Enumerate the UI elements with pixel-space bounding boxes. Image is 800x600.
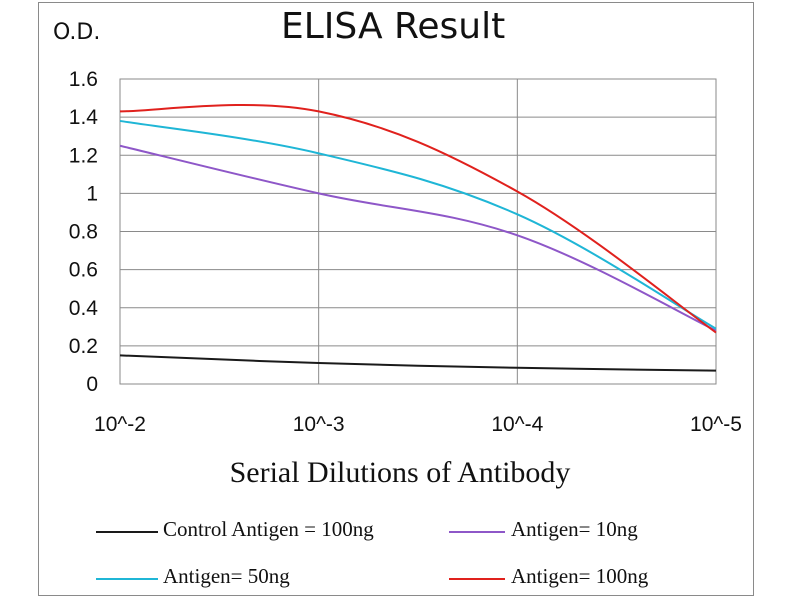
series-line-2 [119, 119, 717, 330]
series-line-0 [119, 354, 717, 372]
y-tick-label: 0.4 [69, 297, 99, 320]
y-tick-label: 0.8 [69, 221, 98, 244]
legend-swatch [449, 531, 505, 533]
x-tick-label: 10^-2 [94, 413, 146, 436]
legend-label: Control Antigen = 100ng [163, 517, 374, 541]
y-tick-label: 0.2 [69, 335, 98, 358]
legend-swatch [96, 578, 158, 580]
grid-layer [119, 78, 717, 385]
y-axis-label: O.D. [53, 20, 101, 45]
chart-title: ELISA Result [281, 6, 506, 47]
legend-label: Antigen= 50ng [163, 564, 290, 588]
y-tick-label: 0 [86, 373, 98, 396]
x-tick-label: 10^-5 [690, 413, 742, 436]
legend-label: Antigen= 100ng [511, 564, 649, 588]
chart-frame [38, 2, 754, 596]
legend-swatch [449, 578, 505, 580]
legend-swatch [96, 531, 158, 533]
y-tick-label: 1.2 [69, 144, 98, 167]
x-tick-label: 10^-3 [293, 413, 345, 436]
y-tick-label: 1 [86, 182, 98, 205]
series-layer [119, 104, 717, 372]
x-axis-label: Serial Dilutions of Antibody [229, 456, 571, 489]
x-tick-label: 10^-4 [491, 413, 543, 436]
y-tick-label: 1.4 [69, 106, 99, 129]
series-line-1 [119, 144, 717, 332]
series-line-3 [119, 104, 717, 334]
y-tick-labels: 0 0.2 0.4 0.6 0.8 1 1.2 1.4 1.6 [69, 68, 99, 396]
legend-label: Antigen= 10ng [511, 517, 638, 541]
x-tick-labels: 10^-2 10^-3 10^-4 10^-5 [94, 413, 742, 436]
y-tick-label: 1.6 [69, 68, 98, 91]
y-tick-label: 0.6 [69, 259, 98, 282]
